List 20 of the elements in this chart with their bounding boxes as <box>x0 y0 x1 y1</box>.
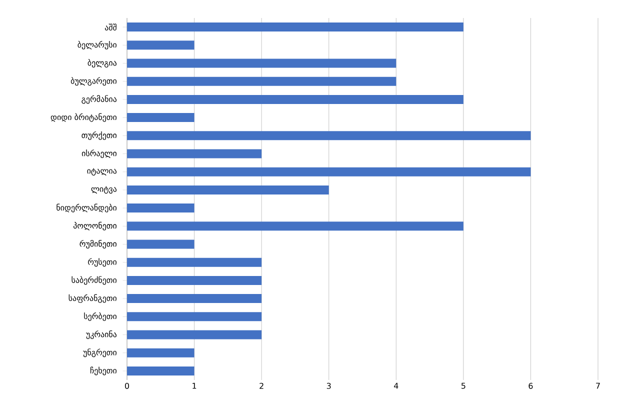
bar <box>127 185 329 194</box>
bar <box>127 40 194 50</box>
bar <box>127 131 531 140</box>
bar <box>127 94 464 104</box>
bar <box>127 366 194 376</box>
bar <box>127 258 262 267</box>
bar <box>127 294 262 304</box>
bar <box>127 348 194 358</box>
bar <box>127 58 396 68</box>
bar <box>127 312 262 322</box>
bar <box>127 240 194 249</box>
bar <box>127 204 194 213</box>
bar <box>127 222 464 231</box>
bar <box>127 149 262 158</box>
bar <box>127 76 396 86</box>
bar <box>127 330 262 340</box>
bar <box>127 113 194 122</box>
bar <box>127 167 531 176</box>
bar <box>127 22 464 32</box>
bar <box>127 276 262 285</box>
